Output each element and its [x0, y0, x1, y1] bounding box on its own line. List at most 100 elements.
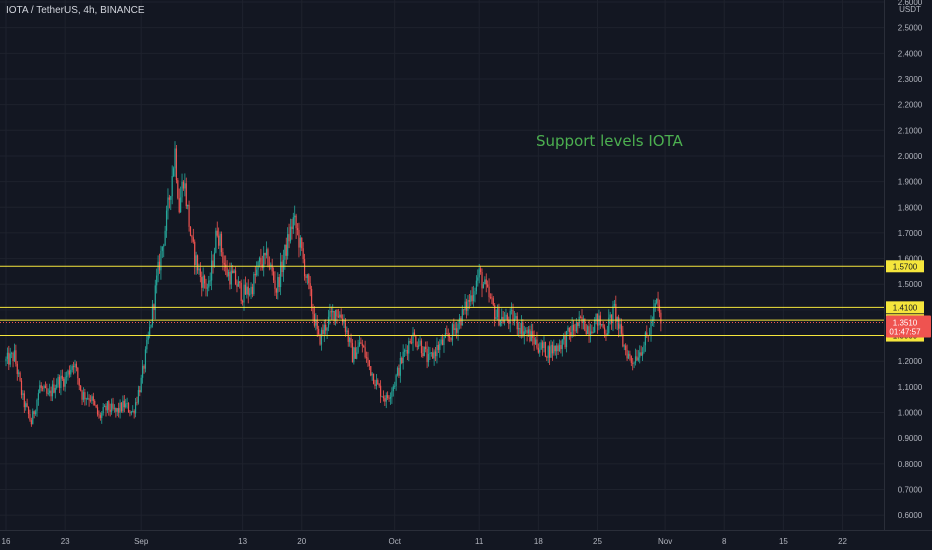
candle-body [206, 287, 208, 289]
candle-body [275, 288, 277, 293]
candle-body [491, 297, 493, 299]
candle-body [650, 320, 652, 335]
candle-body [243, 284, 245, 303]
candle-body [175, 148, 178, 181]
candle-body [34, 411, 37, 415]
candle-body [288, 234, 290, 242]
y-tick-label: 2.3000 [898, 75, 923, 84]
candle-body [43, 385, 45, 389]
candle-body [575, 322, 577, 332]
candle-body [232, 270, 234, 274]
candle-body [461, 309, 463, 326]
candle-body [594, 320, 596, 333]
candle-body [556, 345, 558, 352]
candle-body [108, 401, 110, 410]
candle-body [580, 316, 582, 318]
candle-body [501, 316, 503, 320]
candle-body [316, 319, 318, 329]
candle-body [187, 204, 189, 207]
candle-body [489, 297, 492, 298]
candle-body [250, 286, 252, 294]
x-tick-label: Oct [388, 537, 401, 546]
candle-body [396, 367, 399, 376]
candle-body [89, 400, 92, 401]
candle-body [265, 249, 268, 256]
candle-body [484, 279, 486, 285]
y-tick-label: 0.9000 [898, 434, 923, 443]
candle-body [213, 252, 216, 267]
candle-body [371, 373, 373, 376]
candle-body [49, 390, 51, 393]
candle-body [284, 244, 286, 260]
candle-body [127, 403, 130, 413]
candle-body [203, 275, 206, 284]
candle-body [215, 230, 217, 253]
candle-body [612, 305, 614, 324]
x-tick-label: Sep [134, 537, 149, 546]
candle-body [40, 385, 42, 388]
candle-body [606, 333, 608, 336]
candle-body [181, 181, 183, 198]
candle-body [378, 384, 380, 386]
candle-body [201, 277, 203, 288]
candle-body [156, 275, 158, 286]
candle-body [6, 352, 9, 359]
candle-body [544, 342, 546, 357]
candle-body [188, 204, 190, 227]
candle-body [394, 385, 396, 387]
candle-body [88, 398, 90, 401]
candle-body [195, 255, 197, 266]
candle-body [653, 307, 655, 321]
candle-body [563, 335, 565, 340]
candle-body [18, 372, 20, 374]
candle-body [557, 345, 559, 351]
candle-body [356, 352, 358, 359]
candle-body [254, 274, 256, 276]
candle-body [565, 330, 568, 348]
candle-body [603, 327, 606, 334]
candle-body [96, 407, 99, 415]
candle-body [343, 320, 345, 324]
candle-body [327, 316, 330, 328]
y-tick-label: 1.8000 [898, 203, 923, 212]
candle-body [506, 314, 508, 320]
y-tick-label: 1.0000 [898, 409, 923, 418]
candle-body [582, 318, 585, 323]
candle-body [613, 303, 615, 306]
candle-body [515, 316, 517, 319]
candle-body [143, 365, 145, 369]
candle-body [446, 333, 448, 334]
candle-body [309, 283, 311, 289]
candle-body [242, 300, 244, 303]
candle-body [280, 261, 282, 288]
candle-body [637, 357, 639, 361]
candle-body [434, 351, 437, 357]
time-axis[interactable]: 16 23 Sep 13 20 Oct 11 18 25 Nov 8 15 22 [2, 537, 848, 546]
candle-body [436, 345, 438, 357]
candle-body [354, 347, 356, 359]
candle-body [330, 311, 332, 313]
candle-body [178, 198, 180, 213]
candle-body [306, 274, 308, 278]
candle-body [23, 393, 25, 408]
candle-body [64, 377, 66, 387]
candle-body [634, 356, 637, 363]
candle-body [82, 392, 85, 400]
candle-body [399, 358, 401, 376]
candle-body [349, 337, 351, 342]
candle-body [172, 168, 175, 177]
candle-body [654, 303, 656, 308]
price-axis[interactable]: 2.6000 2.5000 2.4000 2.3000 2.2000 2.1000 2.00… [898, 0, 923, 520]
candle-body [312, 307, 314, 315]
candle-body [541, 342, 544, 349]
candle-body [368, 360, 370, 367]
candle-body [30, 420, 32, 425]
candle-body [453, 324, 455, 331]
candle-body [385, 395, 387, 402]
candle-body [25, 403, 27, 408]
candle-body [37, 393, 39, 400]
candle-body [426, 349, 428, 363]
candle-body [570, 332, 572, 337]
candle-body [80, 385, 82, 391]
